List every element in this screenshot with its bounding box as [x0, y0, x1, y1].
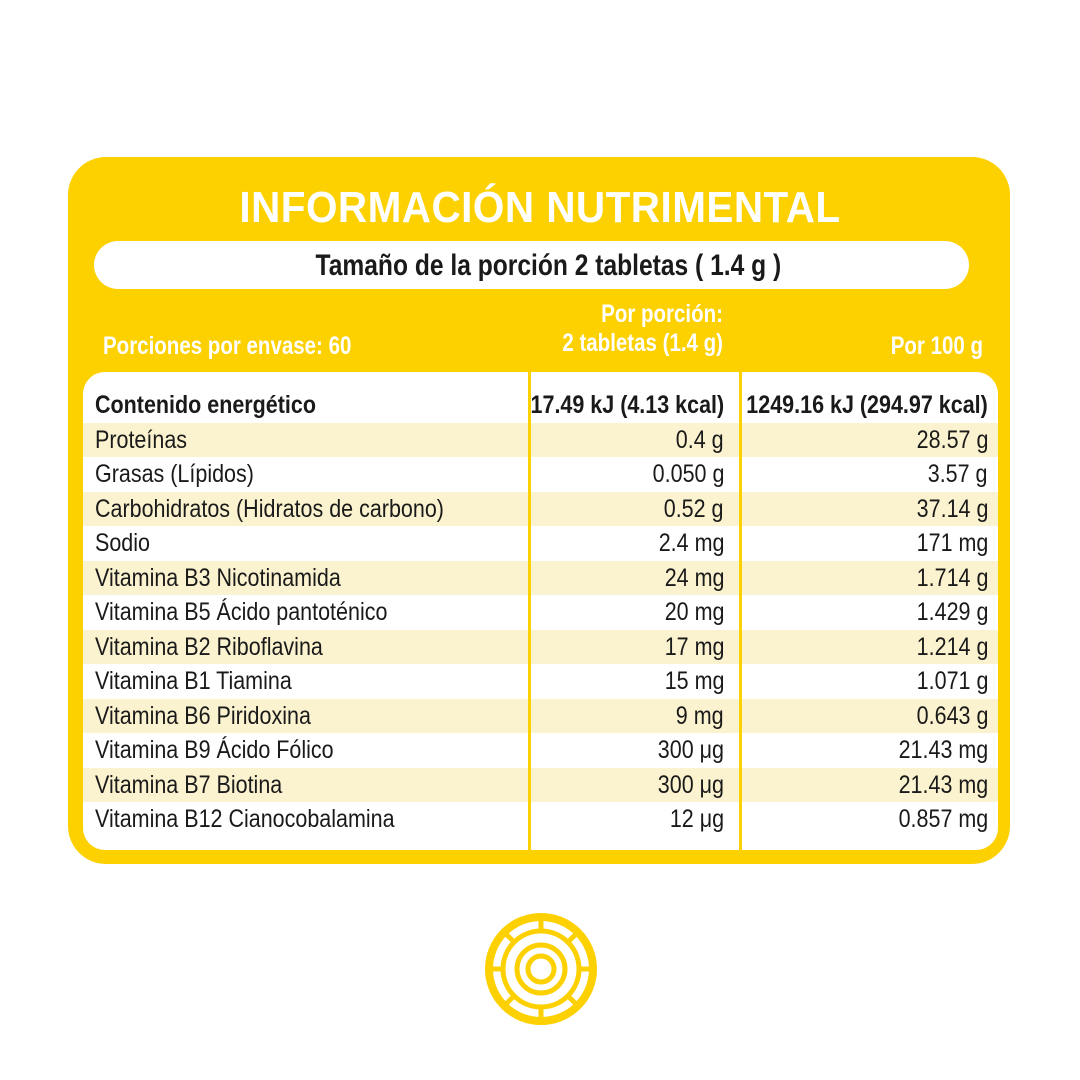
- row-stripe: [83, 698, 998, 733]
- per-portion-header: Por porción: 2 tabletas (1.4 g): [532, 300, 723, 358]
- row-stripe: [83, 560, 998, 595]
- per-100g-value: 37.14 g: [916, 494, 988, 523]
- serving-size-bar: [94, 241, 969, 289]
- per-portion-value: 15 mg: [664, 667, 724, 695]
- panel-title: INFORMACIÓN NUTRIMENTAL: [239, 183, 841, 232]
- per-100g-header: Por 100 g: [890, 332, 983, 360]
- row-stripe: [83, 767, 998, 802]
- per-portion-value: 12 μg: [669, 805, 724, 833]
- per-100g-value: 1249.16 kJ (294.97 kcal): [746, 391, 988, 419]
- per-portion-value: 17 mg: [664, 632, 724, 661]
- per-portion-value: 300 μg: [657, 736, 724, 764]
- nutrient-name: Vitamina B2 Riboflavina: [95, 632, 323, 661]
- portions-per-container: Porciones por envase: 60: [103, 332, 352, 360]
- per-portion-value: 0.52 g: [664, 494, 724, 523]
- column-divider: [528, 372, 531, 850]
- per-portion-value: 0.4 g: [676, 425, 724, 454]
- nutrient-name: Proteínas: [95, 425, 188, 454]
- per-100g-value: 21.43 mg: [898, 736, 988, 764]
- serving-size-text: Tamaño de la porción 2 tabletas ( 1.4 g …: [315, 249, 782, 282]
- nutrient-name: Vitamina B12 Cianocobalamina: [95, 805, 395, 833]
- per-100g-value: 3.57 g: [928, 460, 988, 488]
- nutrient-name: Vitamina B6 Piridoxina: [95, 701, 311, 730]
- row-stripe: [83, 629, 998, 664]
- per-portion-value: 300 μg: [657, 770, 724, 799]
- column-divider: [739, 372, 742, 850]
- per-portion-value: 17.49 kJ (4.13 kcal): [530, 391, 724, 419]
- nutrient-name: Vitamina B7 Biotina: [95, 770, 283, 799]
- nutrient-name: Vitamina B5 Ácido pantoténico: [95, 598, 388, 626]
- nutrient-name: Carbohidratos (Hidratos de carbono): [95, 494, 444, 523]
- nutrient-name: Vitamina B3 Nicotinamida: [95, 563, 341, 592]
- per-100g-value: 1.214 g: [916, 632, 988, 661]
- per-100g-value: 1.071 g: [916, 667, 988, 695]
- per-portion-header-line1: Por porción:: [601, 300, 723, 328]
- row-stripe: [83, 422, 998, 457]
- per-portion-value: 9 mg: [676, 701, 724, 730]
- nutrient-name: Sodio: [95, 529, 150, 557]
- per-100g-value: 0.643 g: [916, 701, 988, 730]
- per-100g-value: 0.857 mg: [898, 805, 988, 833]
- per-100g-value: 28.57 g: [916, 425, 988, 454]
- per-portion-header-line2: 2 tabletas (1.4 g): [562, 329, 723, 357]
- per-portion-value: 0.050 g: [652, 460, 724, 488]
- per-100g-value: 1.714 g: [916, 563, 988, 592]
- per-portion-value: 24 mg: [664, 563, 724, 592]
- per-100g-value: 171 mg: [916, 529, 988, 557]
- per-100g-value: 1.429 g: [916, 598, 988, 626]
- nutrient-name: Grasas (Lípidos): [95, 460, 254, 488]
- row-stripe: [83, 491, 998, 526]
- brand-logo-icon: [485, 913, 597, 1025]
- nutrient-name: Contenido energético: [95, 391, 316, 419]
- per-portion-value: 2.4 mg: [658, 529, 724, 557]
- nutrient-name: Vitamina B1 Tiamina: [95, 667, 292, 695]
- nutrition-table: Contenido energético 17.49 kJ (4.13 kcal)…: [83, 372, 998, 850]
- per-100g-value: 21.43 mg: [898, 770, 988, 799]
- per-portion-value: 20 mg: [664, 598, 724, 626]
- nutrient-name: Vitamina B9 Ácido Fólico: [95, 736, 334, 764]
